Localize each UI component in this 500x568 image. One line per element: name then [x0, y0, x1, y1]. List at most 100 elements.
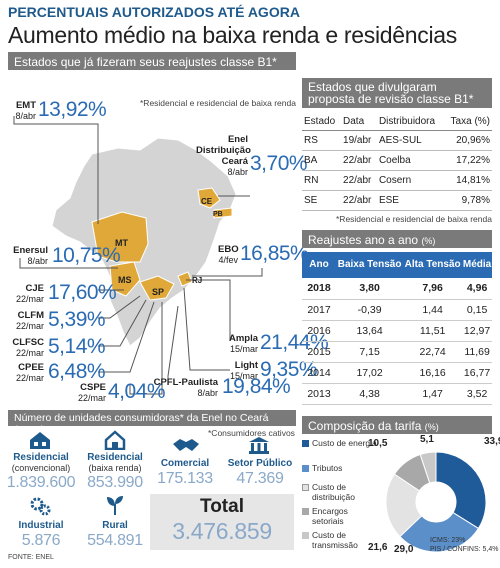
total-box: Total 3.476.859: [150, 494, 294, 550]
tariff-donut-chart: 33,9 29,0 21,6 10,5 5,1: [368, 434, 500, 555]
brazil-map: MT MS SP RJ CE PB: [13, 116, 263, 395]
table-cell: 7,96: [403, 278, 463, 300]
entry-ampla: Ampla 15/mar: [228, 333, 258, 355]
icms-note: ICMS: 23%: [430, 537, 466, 544]
pis-note: PIS / CONFINS: 5,4%: [430, 546, 499, 553]
donut-value-label: 29,0: [394, 544, 414, 555]
table-row: RN 22/abr Cosern 14,81%: [302, 170, 492, 191]
table-cell: 11,69: [462, 341, 492, 363]
state-ce: [197, 187, 221, 209]
proposals-header: Data: [341, 114, 377, 131]
table-cell: 2018: [302, 278, 336, 300]
table-cell: BA: [302, 150, 342, 171]
consumer-label: Setor Público: [227, 458, 293, 469]
table-row: 2018 3,80 7,96 4,96: [302, 278, 492, 300]
table-cell: 4,38: [336, 383, 404, 405]
entry-clfm: CLFM 22/mar: [15, 310, 44, 332]
tariff-title: Composição da tarifa (%): [302, 416, 492, 434]
entry-light: Light 15/mar: [229, 360, 258, 382]
table-cell: 2014: [302, 362, 336, 384]
consumer-value: 5.876: [21, 532, 61, 549]
entry-emt-value: 13,92%: [38, 98, 107, 121]
consumer-value: 175.133: [157, 470, 213, 487]
state-ms: [109, 261, 141, 297]
entry-cspe: CSPE 22/mar: [78, 382, 107, 404]
consumer-value: 853.990: [87, 474, 143, 491]
entry-clfsc: CLFSC 22/mar: [12, 337, 44, 359]
table-cell: 9,78%: [443, 190, 492, 211]
legend-swatch: [302, 508, 309, 515]
consumer-label: Residencial (convencional): [11, 452, 71, 473]
adjustments-header-row: Ano Baixa Tensão Alta Tensão Média: [302, 252, 492, 278]
consumer-value: 554.891: [87, 532, 143, 549]
adjustments-header: Baixa Tensão: [336, 252, 404, 278]
kicker: PERCENTUAIS AUTORIZADOS ATÉ AGORA: [8, 4, 300, 20]
table-cell: Cosern: [376, 170, 444, 191]
legend-item: Custo de distribuição: [312, 482, 355, 502]
entry-enersul: Enersul 8/abr: [13, 245, 48, 267]
table-cell: 2015: [302, 341, 336, 363]
table-cell: 12,97: [462, 320, 492, 342]
table-cell: 1,44: [403, 299, 463, 321]
map-note: *Residencial e residencial de baixa rend…: [140, 98, 296, 108]
house-icon: [104, 430, 126, 450]
table-cell: 19/abr: [341, 130, 377, 151]
legend-swatch: [302, 465, 309, 472]
state-label-sp: SP: [152, 287, 164, 297]
handshake-icon: [173, 439, 199, 451]
entry-cpee-value: 6,48%: [48, 360, 106, 383]
entry-clfsc-value: 5,14%: [48, 335, 106, 358]
legend-item: Encargos setoriais: [312, 506, 348, 526]
tariff-legend: Custo de energia Tributos Custo de distr…: [302, 438, 378, 558]
state-label-pb: PB: [213, 211, 223, 218]
consumer-value: 47.369: [236, 470, 284, 487]
legend-swatch: [302, 440, 309, 447]
table-row: 2017 -0,39 1,44 0,15: [302, 299, 492, 321]
table-cell: 20,96%: [443, 130, 492, 151]
table-row: 2015 7,15 22,74 11,69: [302, 341, 492, 363]
proposals-note: *Residencial e residencial de baixa rend…: [336, 214, 492, 224]
table-cell: 22,74: [403, 341, 463, 363]
table-row: SE 22/abr ESE 9,78%: [302, 190, 492, 211]
proposals-header: Distribuidora: [376, 114, 444, 131]
total-value: 3.476.859: [172, 518, 272, 544]
proposals-header: Taxa (%): [443, 114, 492, 131]
gears-icon: [30, 497, 51, 516]
entry-clfm-value: 5,39%: [48, 308, 106, 331]
legend-swatch: [302, 532, 309, 539]
donut-value-label: 10,5: [368, 438, 388, 449]
table-cell: 22/abr: [341, 170, 377, 191]
consumer-label: Comercial: [160, 458, 210, 469]
total-label: Total: [200, 496, 244, 517]
legend-swatch: [302, 484, 309, 491]
table-row: 2014 17,02 16,16 16,77: [302, 362, 492, 384]
table-row: 2016 13,64 11,51 12,97: [302, 320, 492, 342]
headline: Aumento médio na baixa renda e residênci…: [8, 22, 457, 48]
donut-slice: [399, 511, 480, 553]
table-cell: 13,64: [336, 320, 404, 342]
table-cell: 16,77: [462, 362, 492, 384]
table-cell: 2016: [302, 320, 336, 342]
consumer-label: Rural: [102, 520, 128, 531]
entry-cje: CJE 22/mar: [15, 283, 44, 305]
table-cell: 2013: [302, 383, 336, 405]
table-cell: 22/abr: [341, 150, 377, 171]
entry-emt: EMT 8/abr: [15, 100, 36, 122]
entry-cpee: CPEE 22/mar: [15, 362, 44, 384]
donut-value-label: 5,1: [420, 434, 434, 445]
entry-cje-value: 17,60%: [48, 281, 117, 304]
table-cell: Coelba: [376, 150, 444, 171]
table-row: BA 22/abr Coelba 17,22%: [302, 150, 492, 171]
table-cell: 3,80: [336, 278, 404, 300]
table-cell: AES-SUL: [376, 130, 444, 151]
proposals-table: Estado Data Distribuidora Taxa (%) RS 19…: [302, 114, 492, 211]
table-cell: 14,81%: [443, 170, 492, 191]
state-label-rj: RJ: [192, 276, 202, 285]
table-cell: 11,51: [403, 320, 463, 342]
source: FONTE: ENEL: [8, 554, 54, 561]
table-cell: 0,15: [462, 299, 492, 321]
building-icon: [249, 437, 269, 454]
state-mt: [91, 211, 149, 263]
legend-item: Custo de energia: [312, 438, 377, 448]
table-cell: 17,22%: [443, 150, 492, 171]
